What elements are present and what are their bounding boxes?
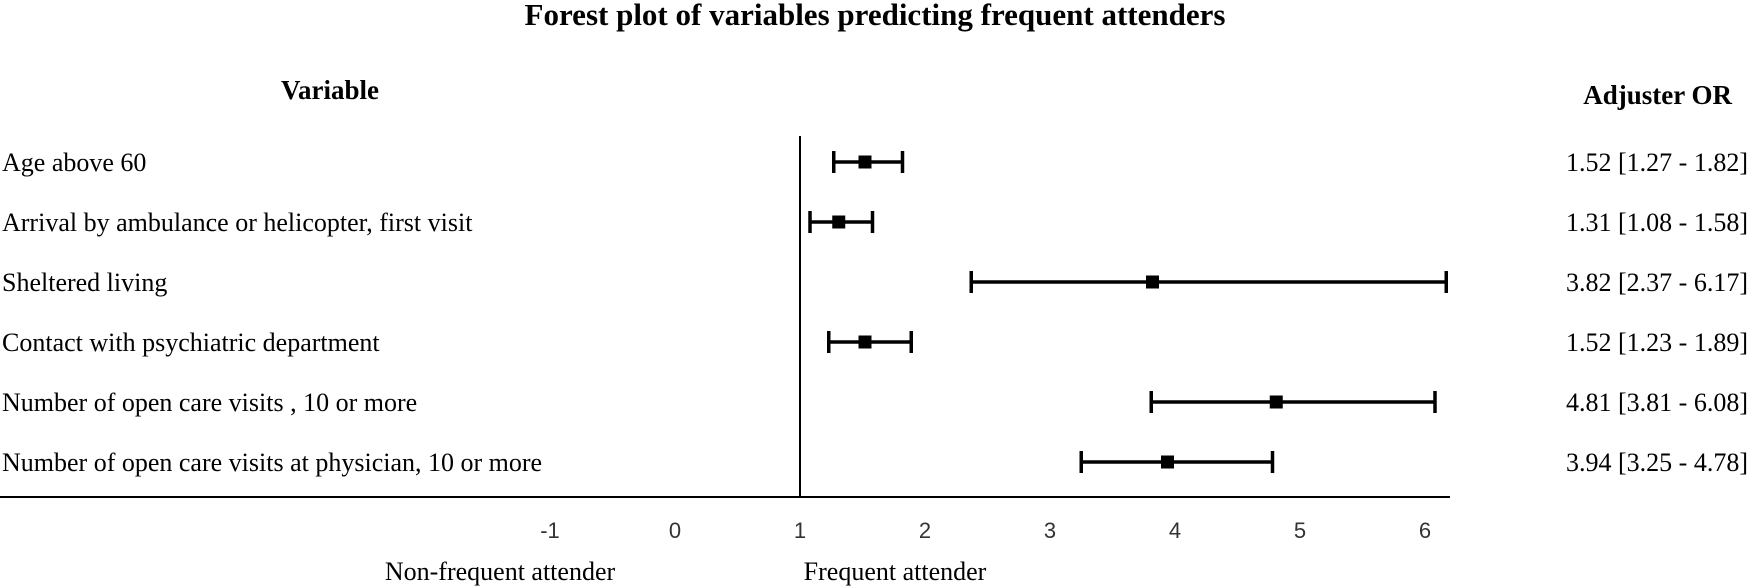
variable-label: Arrival by ambulance or helicopter, firs… [2,208,473,237]
point-estimate-marker [1161,455,1174,469]
forest-row: Number of open care visits , 10 or more 4… [2,388,1748,417]
x-tick-label: 2 [919,518,931,543]
x-tick-label: 6 [1419,518,1431,543]
point-estimate-marker [832,215,846,229]
x-tick-label: 0 [669,518,681,543]
point-estimate-marker [1146,275,1159,289]
variable-label: Age above 60 [2,148,146,177]
variable-label: Sheltered living [2,268,167,297]
or-value-text: 1.52 [1.27 - 1.82] [1566,148,1748,177]
forest-row: Arrival by ambulance or helicopter, firs… [2,208,1748,237]
point-estimate-marker [858,155,872,169]
or-value-text: 3.82 [2.37 - 6.17] [1566,268,1748,297]
forest-row: Number of open care visits at physician,… [2,448,1748,477]
or-value-text: 1.31 [1.08 - 1.58] [1566,208,1748,237]
or-column-header: Adjuster OR [1583,80,1732,110]
x-tick-labels: -1 0 1 2 3 4 5 6 [540,518,1431,543]
x-tick-label: 1 [794,518,806,543]
point-estimate-marker [858,335,872,349]
left-direction-label: Non-frequent attender [385,557,616,586]
forest-row: Age above 60 1.52 [1.27 - 1.82] [2,148,1748,177]
variable-label: Number of open care visits , 10 or more [2,388,417,417]
x-tick-label: 4 [1169,518,1181,543]
variable-label: Number of open care visits at physician,… [2,448,542,477]
forest-row: Sheltered living 3.82 [2.37 - 6.17] [2,268,1748,297]
x-tick-label: -1 [540,518,560,543]
x-tick-label: 3 [1044,518,1056,543]
variable-label: Contact with psychiatric department [2,328,380,357]
forest-row: Contact with psychiatric department 1.52 … [2,328,1748,357]
variable-column-header: Variable [281,75,379,105]
chart-title: Forest plot of variables predicting freq… [525,0,1226,32]
point-estimate-marker [1269,395,1283,409]
or-value-text: 3.94 [3.25 - 4.78] [1566,448,1748,477]
x-tick-label: 5 [1294,518,1306,543]
rows-layer: Age above 60 1.52 [1.27 - 1.82] Arrival by… [2,148,1748,477]
or-value-text: 1.52 [1.23 - 1.89] [1566,328,1748,357]
or-value-text: 4.81 [3.81 - 6.08] [1566,388,1748,417]
right-direction-label: Frequent attender [804,557,987,586]
